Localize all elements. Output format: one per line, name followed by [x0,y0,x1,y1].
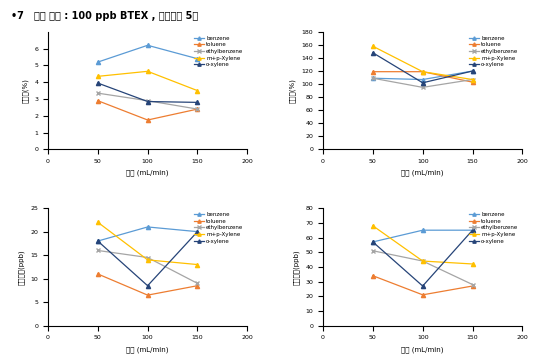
benzene [470,228,476,232]
X-axis label: 유량 (mL/min): 유량 (mL/min) [401,170,444,176]
Line: toluene: toluene [96,99,199,122]
Line: benzene: benzene [371,69,474,82]
benzene [94,239,101,243]
Line: m+p-Xylene: m+p-Xylene [371,224,474,266]
Line: o-xylene: o-xylene [371,51,474,85]
o-xylene [370,240,376,244]
Y-axis label: 정밀도(%): 정밀도(%) [22,78,29,103]
Y-axis label: 검출한계(ppb): 검출한계(ppb) [18,249,25,285]
m+p-Xylene [144,69,151,73]
m+p-Xylene [144,258,151,262]
X-axis label: 유량 (mL/min): 유량 (mL/min) [126,170,169,176]
Line: benzene: benzene [96,225,199,243]
X-axis label: 유량 (mL/min): 유량 (mL/min) [401,346,444,353]
ethylbenzene [370,76,376,80]
Y-axis label: 정량한계(ppb): 정량한계(ppb) [293,249,300,285]
benzene [94,60,101,64]
ethylbenzene [194,281,200,285]
toluene [94,98,101,103]
o-xylene [470,69,476,73]
m+p-Xylene [194,88,200,93]
o-xylene [94,239,101,243]
benzene [419,78,426,82]
benzene [144,225,151,229]
o-xylene [370,51,376,55]
benzene [194,229,200,234]
m+p-Xylene [370,224,376,228]
o-xylene [194,229,200,234]
ethylbenzene [194,107,200,111]
m+p-Xylene [94,74,101,79]
Text: •7   실험 조건 : 100 ppb BTEX , 흥착시간 5분: •7 실험 조건 : 100 ppb BTEX , 흥착시간 5분 [11,11,198,21]
ethylbenzene [144,255,151,259]
Line: ethylbenzene: ethylbenzene [96,91,199,111]
ethylbenzene [370,249,376,253]
toluene [194,284,200,288]
Line: toluene: toluene [371,70,474,84]
ethylbenzene [470,282,476,287]
Line: m+p-Xylene: m+p-Xylene [96,69,199,93]
Line: ethylbenzene: ethylbenzene [371,249,474,287]
ethylbenzene [94,91,101,95]
Line: o-xylene: o-xylene [96,230,199,288]
m+p-Xylene [419,259,426,263]
ethylbenzene [419,85,426,90]
o-xylene [144,284,151,288]
Line: o-xylene: o-xylene [371,228,474,288]
Line: ethylbenzene: ethylbenzene [371,76,474,90]
m+p-Xylene [194,262,200,267]
toluene [419,70,426,74]
toluene [470,80,476,84]
Legend: benzene, toluene, ethylbenzene, m+p-Xylene, o-xylene: benzene, toluene, ethylbenzene, m+p-Xyle… [193,211,245,245]
Line: m+p-Xylene: m+p-Xylene [371,44,474,82]
benzene [470,69,476,73]
toluene [370,70,376,74]
m+p-Xylene [419,70,426,74]
toluene [94,272,101,276]
o-xylene [94,81,101,85]
toluene [470,284,476,288]
Line: m+p-Xylene: m+p-Xylene [96,220,199,267]
Line: ethylbenzene: ethylbenzene [96,249,199,285]
Line: o-xylene: o-xylene [96,81,199,104]
o-xylene [470,228,476,232]
toluene [419,293,426,297]
m+p-Xylene [470,262,476,266]
benzene [370,76,376,80]
m+p-Xylene [370,44,376,48]
benzene [370,240,376,244]
benzene [419,228,426,232]
o-xylene [144,99,151,104]
ethylbenzene [94,249,101,253]
Legend: benzene, toluene, ethylbenzene, m+p-Xylene, o-xylene: benzene, toluene, ethylbenzene, m+p-Xyle… [468,35,520,69]
toluene [194,107,200,111]
Legend: benzene, toluene, ethylbenzene, m+p-Xylene, o-xylene: benzene, toluene, ethylbenzene, m+p-Xyle… [193,35,245,69]
m+p-Xylene [94,220,101,224]
o-xylene [419,284,426,288]
ethylbenzene [144,98,151,103]
o-xylene [419,81,426,85]
o-xylene [194,100,200,104]
Line: toluene: toluene [371,274,474,297]
Line: benzene: benzene [371,228,474,244]
ethylbenzene [470,78,476,82]
m+p-Xylene [470,78,476,82]
benzene [194,57,200,61]
toluene [144,118,151,122]
ethylbenzene [419,259,426,263]
toluene [370,274,376,278]
benzene [144,43,151,47]
toluene [144,293,151,297]
Line: toluene: toluene [96,272,199,297]
Line: benzene: benzene [96,43,199,64]
X-axis label: 유량 (mL/min): 유량 (mL/min) [126,346,169,353]
Legend: benzene, toluene, ethylbenzene, m+p-Xylene, o-xylene: benzene, toluene, ethylbenzene, m+p-Xyle… [468,211,520,245]
Y-axis label: 정확도(%): 정확도(%) [289,78,296,103]
